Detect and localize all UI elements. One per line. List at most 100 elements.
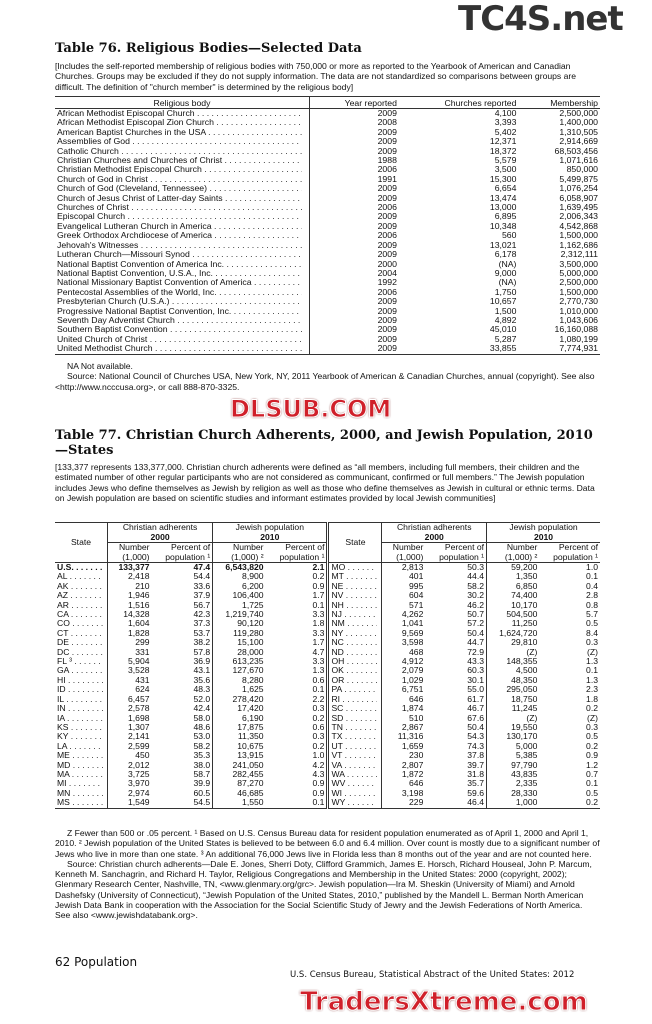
table-row: Seventh Day Adventist Church 2009 4,892 1,0… bbox=[55, 314, 600, 326]
religious-body-label: Christian Churches and Churches of Chris… bbox=[57, 156, 302, 165]
year-reported: 2008 bbox=[377, 117, 397, 128]
adherents-percent: 30.2 bbox=[425, 590, 488, 601]
jewish-percent: 0.2 bbox=[586, 703, 598, 714]
adherents-percent: 47.4 bbox=[151, 562, 214, 573]
jewish-number: 130,170 bbox=[506, 731, 538, 742]
adherents-number: 646 bbox=[409, 778, 424, 789]
col-religious-body: Religious body bbox=[55, 96, 310, 109]
state-label: MO bbox=[331, 563, 377, 572]
state: ME bbox=[55, 751, 108, 761]
year-reported: 2009 bbox=[377, 343, 397, 354]
state: OR bbox=[327, 675, 383, 686]
state: HI bbox=[55, 675, 108, 686]
religious-body-label: National Baptist Convention, U.S.A., Inc… bbox=[57, 269, 302, 278]
table-row: Assemblies of God 2009 12,371 2,914,669 bbox=[55, 136, 600, 147]
table-row: United Methodist Church 2009 33,855 7,774,9… bbox=[55, 343, 600, 355]
jewish-number: 2,335 bbox=[515, 778, 538, 789]
christian-year: 2000 bbox=[424, 531, 444, 542]
table-row: Southern Baptist Convention 2009 45,010 16,… bbox=[55, 324, 600, 335]
jewish-number: 6,543,820 bbox=[225, 562, 264, 572]
jewish-number: 1,624,720 bbox=[499, 627, 538, 638]
jewish-percent: 0.5 bbox=[586, 787, 598, 798]
state-label: AL bbox=[57, 572, 103, 581]
churches-reported: 6,178 bbox=[494, 249, 517, 260]
jewish-number: 1,550 bbox=[242, 797, 264, 808]
table-row: Pentecostal Assemblies of the World, Inc… bbox=[55, 287, 600, 298]
adherents-number: 1,041 bbox=[401, 618, 424, 629]
state: U.S. bbox=[55, 562, 108, 573]
religious-body: United Methodist Church bbox=[55, 344, 310, 355]
jewish-percent: 1.0 bbox=[265, 750, 330, 761]
state-label: AZ bbox=[57, 591, 103, 600]
churches-reported: 4,892 bbox=[494, 314, 517, 325]
col-number: Number (1,000) ² bbox=[212, 542, 266, 563]
state-label: UT bbox=[331, 742, 377, 751]
table-row: Presbyterian Church (U.S.A.) 2009 10,657 2,… bbox=[55, 296, 600, 307]
state-label: ND bbox=[331, 648, 377, 657]
jewish-percent: 1.3 bbox=[586, 674, 598, 685]
jewish-percent: 0.9 bbox=[265, 778, 330, 789]
religious-body: Pentecostal Assemblies of the World, Inc… bbox=[55, 287, 310, 298]
jewish-percent: 0.1 bbox=[265, 600, 330, 611]
adherents-percent: 46.4 bbox=[425, 798, 488, 809]
table76-source: Source: National Council of Churches USA… bbox=[55, 371, 595, 392]
year-reported: 1991 bbox=[377, 173, 397, 184]
adherents-number: 1,872 bbox=[401, 768, 424, 779]
churches-reported: (NA) bbox=[498, 258, 517, 269]
adherents-percent: 43.1 bbox=[151, 666, 214, 676]
state: DC bbox=[55, 647, 108, 658]
religious-body-label: National Baptist Convention of America I… bbox=[57, 260, 302, 269]
adherents-number: 5,904 bbox=[128, 656, 150, 667]
churches-reported: 3,393 bbox=[494, 117, 517, 128]
membership: 2,770,730 bbox=[559, 296, 598, 307]
adherents-percent: 48.3 bbox=[151, 684, 214, 695]
adherents-number: 1,659 bbox=[401, 740, 424, 751]
jewish-percent: 0.5 bbox=[586, 618, 598, 629]
state: OK bbox=[327, 666, 383, 676]
state: IA bbox=[55, 713, 108, 723]
state: IL bbox=[55, 694, 108, 705]
state: WA bbox=[327, 769, 383, 780]
jewish-number: 1,350 bbox=[515, 571, 538, 582]
membership: 4,542,868 bbox=[559, 220, 598, 231]
state: RI bbox=[327, 694, 383, 705]
churches-reported: 1,500 bbox=[494, 305, 517, 316]
jewish-percent: 1.8 bbox=[265, 619, 330, 629]
state-label: NJ bbox=[331, 610, 377, 619]
state-label: MI bbox=[57, 779, 103, 788]
jewish-number: 19,550 bbox=[511, 721, 538, 732]
state: NM bbox=[327, 619, 383, 629]
adherents-number: 995 bbox=[409, 580, 424, 591]
table-row: Lutheran Church—Missouri Synod 2009 6,178 2… bbox=[55, 249, 600, 260]
jewish-number: 11,245 bbox=[511, 703, 538, 714]
religious-body: Lutheran Church—Missouri Synod bbox=[55, 250, 310, 260]
jewish-number: 18,750 bbox=[511, 693, 538, 704]
table-row: Catholic Church 2009 18,372 68,503,456 bbox=[55, 146, 600, 157]
watermark-tradersxtreme: TradersXtreme.com bbox=[300, 987, 589, 1018]
adherents-percent: 57.8 bbox=[151, 647, 214, 658]
table77-source: Source: Christian church adherents—Dale … bbox=[55, 858, 592, 921]
religious-body: United Church of Christ bbox=[55, 334, 310, 345]
adherents-percent: 37.9 bbox=[151, 590, 214, 601]
religious-body: Episcopal Church bbox=[55, 212, 310, 222]
churches-reported: 13,000 bbox=[489, 202, 517, 213]
state-label: VA bbox=[331, 761, 377, 770]
adherents-number: 2,418 bbox=[128, 571, 150, 582]
jewish-percent: 1.3 bbox=[265, 666, 330, 676]
table-row: Greek Orthodox Archdiocese of America 200… bbox=[55, 230, 600, 241]
state-label: ID bbox=[57, 685, 103, 694]
jewish-number: 1,219,740 bbox=[225, 609, 264, 620]
col-christian-adherents: Christian adherents 2000 bbox=[107, 522, 214, 543]
jewish-number: 295,050 bbox=[506, 684, 538, 695]
membership: 850,000 bbox=[566, 164, 598, 175]
religious-body-label: Christian Methodist Episcopal Church bbox=[57, 165, 302, 174]
